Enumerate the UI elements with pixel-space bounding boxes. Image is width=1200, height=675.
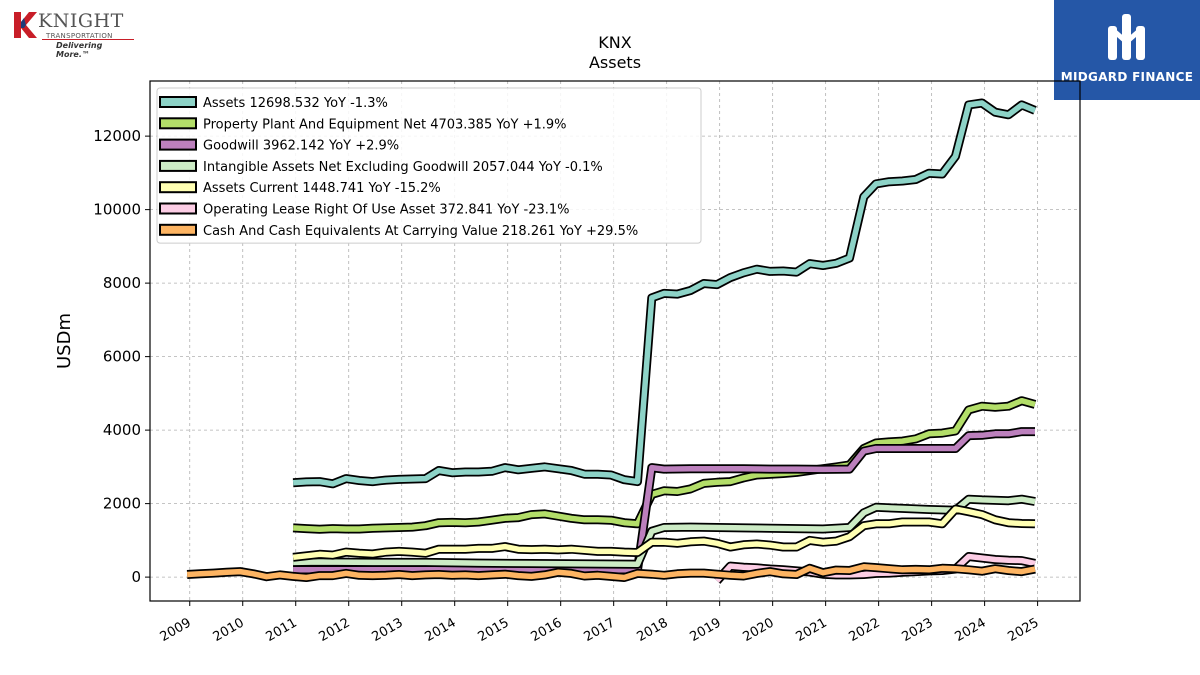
legend-box bbox=[156, 87, 702, 244]
x-tick-label: 2009 bbox=[158, 615, 194, 645]
legend-entry: Goodwill 3962.142 YoY +2.9% bbox=[203, 139, 399, 154]
legend-entry: Intangible Assets Net Excluding Goodwill… bbox=[203, 160, 603, 175]
series-layer bbox=[186, 98, 1037, 584]
series-line bbox=[186, 564, 1036, 581]
legend-entry: Assets 12698.532 YoY -1.3% bbox=[203, 96, 388, 111]
x-tick-label: 2025 bbox=[1005, 615, 1041, 645]
series-2 bbox=[293, 427, 1035, 575]
x-tick-label: 2015 bbox=[476, 615, 512, 645]
x-tick-label: 2011 bbox=[264, 615, 300, 645]
y-axis-label: USDm bbox=[54, 313, 75, 369]
x-tick-label: 2017 bbox=[582, 615, 618, 645]
y-tick-label: 4000 bbox=[103, 421, 141, 439]
series-line bbox=[292, 506, 1036, 561]
x-tick-label: 2014 bbox=[423, 615, 459, 645]
plot-frame bbox=[149, 80, 1081, 602]
knight-rule bbox=[42, 39, 134, 40]
midgard-wordmark: MIDGARD FINANCE bbox=[1060, 70, 1194, 84]
legend-swatch bbox=[159, 138, 197, 151]
chart-subtitle: Assets bbox=[589, 53, 641, 72]
legend-swatch bbox=[159, 96, 197, 108]
legend-swatch bbox=[159, 117, 197, 130]
x-tick-label: 2024 bbox=[952, 615, 988, 645]
legend-swatch bbox=[159, 202, 197, 215]
y-tick-label: 2000 bbox=[103, 495, 141, 513]
legend-swatch bbox=[159, 223, 197, 236]
knight-tagline: Delivering More.™ bbox=[56, 41, 103, 59]
x-tick-label: 2022 bbox=[846, 615, 882, 645]
chart-title: KNX bbox=[598, 33, 631, 52]
x-tick-label: 2010 bbox=[211, 615, 247, 645]
series-0 bbox=[292, 98, 1037, 489]
series-line bbox=[292, 100, 1037, 487]
legend-entry: Cash And Cash Equivalents At Carrying Va… bbox=[203, 224, 638, 239]
x-tick-label: 2019 bbox=[687, 615, 723, 645]
y-tick-label: 6000 bbox=[103, 348, 141, 366]
legend-entry: Assets Current 1448.741 YoY -15.2% bbox=[203, 181, 441, 196]
x-tick-label: 2013 bbox=[370, 615, 406, 645]
legend-entry: Property Plant And Equipment Net 4703.38… bbox=[203, 117, 567, 132]
x-tick-label: 2018 bbox=[635, 615, 671, 645]
y-tick-label: 0 bbox=[131, 568, 141, 586]
series-3 bbox=[293, 494, 1036, 569]
series-line bbox=[293, 496, 1036, 568]
knight-transportation-logo: KNIGHT TRANSPORTATION Delivering More.™ bbox=[12, 8, 137, 59]
knight-wordmark: KNIGHT bbox=[38, 10, 124, 32]
legend-entry: Operating Lease Right Of Use Asset 372.8… bbox=[203, 203, 570, 218]
series-6 bbox=[186, 562, 1036, 582]
x-tick-label: 2023 bbox=[899, 615, 935, 645]
midgard-m-mark-icon bbox=[1108, 14, 1145, 60]
x-axis: 2009 2010 2011 2012 2013 2014 2015 2016 2017 2018… bbox=[158, 601, 1042, 645]
x-tick-label: 2016 bbox=[529, 615, 565, 645]
x-tick-label: 2020 bbox=[740, 615, 776, 645]
series-line bbox=[293, 428, 1035, 573]
y-axis: 0 2000 4000 6000 8000 10000 12000 bbox=[93, 127, 150, 586]
knight-k-mark-icon bbox=[14, 12, 37, 38]
legend-swatch bbox=[159, 159, 197, 172]
midgard-finance-logo: MIDGARD FINANCE bbox=[1054, 0, 1200, 100]
legend-swatch bbox=[159, 181, 197, 194]
series-1 bbox=[292, 396, 1037, 534]
x-tick-label: 2021 bbox=[793, 615, 829, 645]
knight-subtitle: TRANSPORTATION bbox=[46, 32, 113, 40]
y-tick-label: 12000 bbox=[93, 127, 141, 145]
x-tick-label: 2012 bbox=[317, 615, 353, 645]
series-line bbox=[292, 397, 1036, 533]
y-tick-label: 8000 bbox=[103, 274, 141, 292]
series-4 bbox=[292, 504, 1036, 562]
legend: Assets 12698.532 YoY -1.3% Property Plant… bbox=[156, 87, 702, 244]
y-tick-label: 10000 bbox=[93, 201, 141, 219]
